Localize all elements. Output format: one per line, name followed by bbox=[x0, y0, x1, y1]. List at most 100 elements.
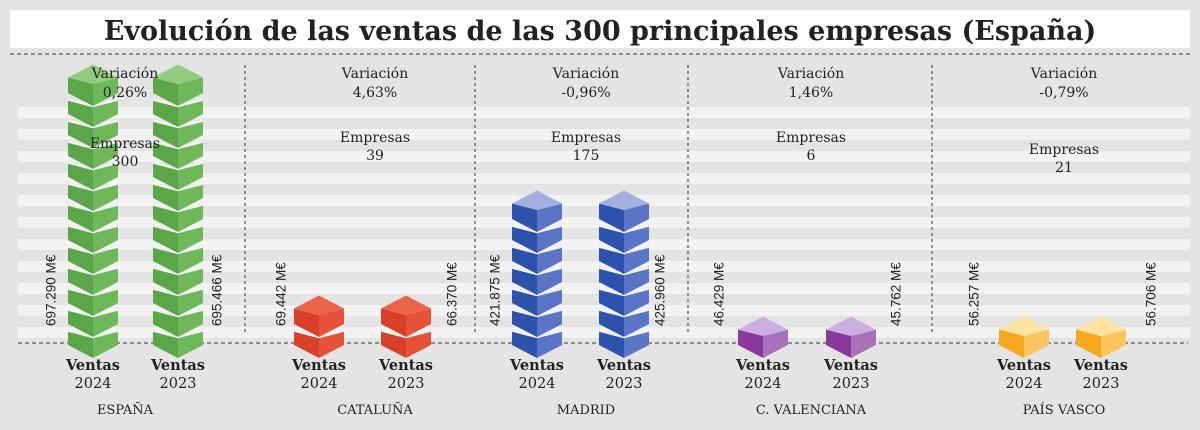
bar-label: Ventas bbox=[378, 357, 433, 374]
companies-label: Empresas bbox=[776, 130, 846, 146]
chart-title: Evolución de las ventas de las 300 princ… bbox=[104, 16, 1097, 47]
variation-label: Variación bbox=[1030, 66, 1097, 82]
companies-value: 6 bbox=[807, 148, 816, 164]
grid-stripe bbox=[18, 151, 1190, 162]
companies-value: 21 bbox=[1055, 160, 1073, 176]
block-left-face bbox=[381, 308, 406, 337]
region-group: Variación -0,79% Empresas 21 PAÍS VASCO Venta… bbox=[967, 66, 1159, 418]
block-right-face bbox=[93, 77, 118, 106]
grid-stripe bbox=[18, 239, 1190, 250]
grid-stripe bbox=[18, 261, 1190, 272]
variation-value: 0,26% bbox=[103, 85, 147, 101]
block-top-face bbox=[999, 316, 1049, 336]
block-right-face bbox=[319, 308, 344, 337]
value-label: 69.442 M€ bbox=[274, 262, 289, 326]
bar-label: Ventas bbox=[65, 357, 120, 374]
bar-year: 2023 bbox=[833, 376, 870, 392]
block-right-face bbox=[406, 308, 431, 337]
region-group: Variación 4,63% Empresas 39 CATALUÑA Ventas 20… bbox=[274, 66, 460, 418]
region-name: ESPAÑA bbox=[97, 402, 154, 418]
value-label: 45.762 M€ bbox=[889, 262, 904, 326]
value-label: 56.257 M€ bbox=[967, 262, 982, 326]
block-left-face bbox=[512, 203, 537, 232]
bar-year: 2024 bbox=[1006, 376, 1043, 392]
bar-year: 2023 bbox=[160, 376, 197, 392]
variation-value: -0,79% bbox=[1039, 85, 1088, 101]
bar-year: 2024 bbox=[75, 376, 112, 392]
title-banner bbox=[10, 10, 1190, 48]
bar-year: 2024 bbox=[745, 376, 782, 392]
block-right-face bbox=[1024, 329, 1049, 358]
variation-value: -0,96% bbox=[561, 85, 610, 101]
region-name: CATALUÑA bbox=[337, 402, 413, 418]
companies-value: 175 bbox=[573, 148, 600, 164]
block-left-face bbox=[1076, 329, 1101, 358]
bar-2024 bbox=[999, 316, 1049, 358]
bar-label: Ventas bbox=[291, 357, 346, 374]
block-right-face bbox=[537, 203, 562, 232]
bar-2023 bbox=[1076, 316, 1126, 358]
block-right-face bbox=[1101, 329, 1126, 358]
grid-stripe bbox=[18, 283, 1190, 294]
region-name: C. VALENCIANA bbox=[756, 403, 867, 418]
bar-label: Ventas bbox=[1073, 357, 1128, 374]
variation-label: Variación bbox=[91, 66, 158, 82]
grid-stripe bbox=[18, 107, 1190, 118]
region-group: Variación -0,96% Empresas 175 MADRID Ventas 20… bbox=[488, 66, 668, 418]
block-left-face bbox=[826, 329, 851, 358]
bar-label: Ventas bbox=[996, 357, 1051, 374]
companies-label: Empresas bbox=[340, 130, 410, 146]
companies-label: Empresas bbox=[551, 130, 621, 146]
block-top-face bbox=[153, 64, 203, 84]
bar-label: Ventas bbox=[596, 357, 651, 374]
region-group: Variación 0,26% Empresas 300 ESPAÑA Ventas 202… bbox=[44, 66, 225, 418]
variation-label: Variación bbox=[552, 66, 619, 82]
value-label: 66.370 M€ bbox=[445, 262, 460, 326]
value-label: 695.466 M€ bbox=[210, 254, 225, 326]
block-right-face bbox=[624, 203, 649, 232]
bar-2023 bbox=[598, 190, 650, 358]
block-left-face bbox=[738, 329, 763, 358]
value-label: 56.706 M€ bbox=[1144, 262, 1159, 326]
value-label: 46.429 M€ bbox=[712, 262, 727, 326]
bar-year: 2023 bbox=[606, 376, 643, 392]
block-left-face bbox=[294, 308, 319, 337]
bar-label: Ventas bbox=[735, 357, 790, 374]
region-name: MADRID bbox=[557, 403, 615, 418]
block-top-face bbox=[599, 190, 649, 210]
bar-2023 bbox=[152, 64, 204, 358]
block-top-face bbox=[1076, 316, 1126, 336]
block-top-face bbox=[512, 190, 562, 210]
companies-value: 300 bbox=[112, 154, 139, 170]
block-left-face bbox=[153, 77, 178, 106]
variation-label: Variación bbox=[341, 66, 408, 82]
block-right-face bbox=[178, 77, 203, 106]
bar-label: Ventas bbox=[150, 357, 205, 374]
companies-label: Empresas bbox=[1029, 142, 1099, 158]
block-left-face bbox=[999, 329, 1024, 358]
bar-2024 bbox=[511, 190, 563, 358]
block-left-face bbox=[599, 203, 624, 232]
bar-label: Ventas bbox=[823, 357, 878, 374]
block-top-face bbox=[381, 295, 431, 315]
grid-stripe bbox=[18, 129, 1190, 140]
companies-label: Empresas bbox=[90, 136, 160, 152]
region-name: PAÍS VASCO bbox=[1023, 402, 1106, 418]
block-top-face bbox=[738, 316, 788, 336]
variation-label: Variación bbox=[777, 66, 844, 82]
value-label: 425.960 M€ bbox=[653, 254, 668, 326]
block-top-face bbox=[294, 295, 344, 315]
bar-year: 2023 bbox=[388, 376, 425, 392]
block-top-face bbox=[826, 316, 876, 336]
block-right-face bbox=[851, 329, 876, 358]
block-right-face bbox=[763, 329, 788, 358]
bar-2023 bbox=[380, 295, 432, 358]
variation-value: 4,63% bbox=[353, 85, 397, 101]
grid-stripe bbox=[18, 195, 1190, 206]
value-label: 697.290 M€ bbox=[44, 254, 59, 326]
bar-2024 bbox=[67, 64, 119, 358]
bar-2024 bbox=[293, 295, 345, 358]
region-group: Variación 1,46% Empresas 6 C. VALENCIANA Vent… bbox=[712, 66, 904, 418]
grid-stripe bbox=[18, 173, 1190, 184]
